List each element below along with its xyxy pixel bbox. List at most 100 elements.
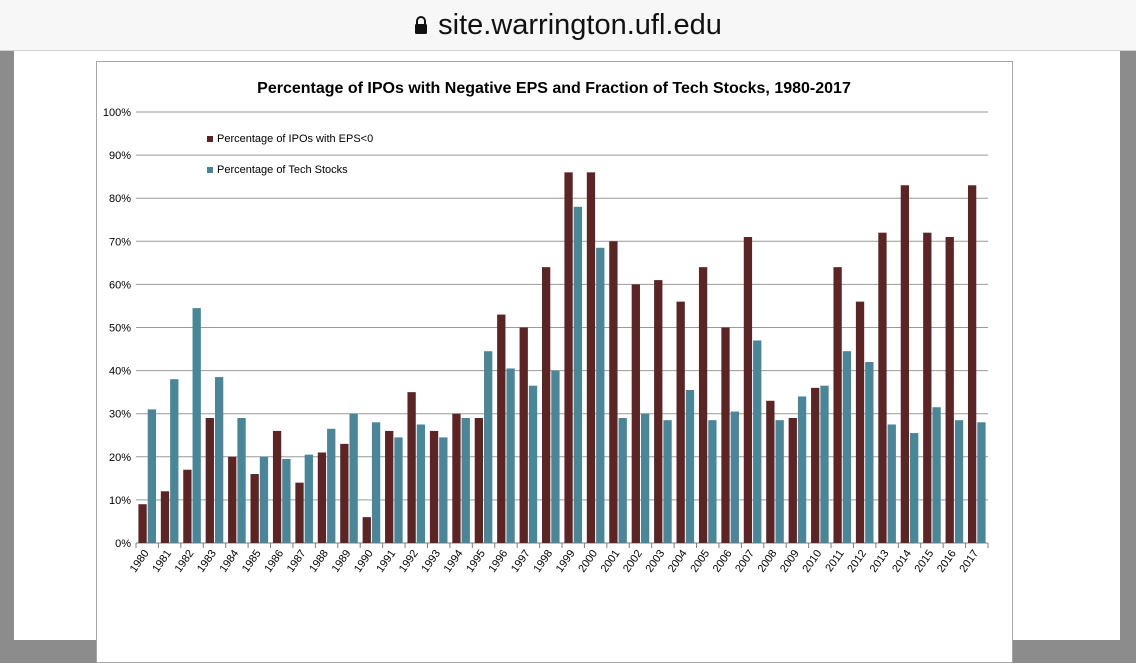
x-tick-label: 2001	[599, 548, 623, 575]
bar-eps-negative	[967, 185, 977, 543]
bar-eps-negative	[497, 314, 506, 543]
x-tick-label: 2011	[823, 548, 846, 574]
x-tick-label: 2008	[756, 548, 780, 575]
x-tick-label: 1983	[195, 548, 219, 575]
chart-frame: Percentage of IPOs with Negative EPS and…	[96, 61, 1013, 663]
bar-eps-negative	[586, 172, 596, 543]
x-tick-label: 1995	[464, 548, 488, 575]
bar-tech-stocks	[596, 247, 605, 543]
bar-tech-stocks	[730, 411, 739, 543]
bar-eps-negative	[788, 418, 797, 543]
bar-tech-stocks	[214, 377, 224, 543]
y-tick-label: 10%	[109, 495, 131, 507]
bar-eps-negative	[541, 267, 551, 543]
y-tick-label: 60%	[109, 279, 131, 291]
bar-eps-negative	[183, 469, 192, 543]
x-tick-label: 2010	[800, 548, 824, 575]
bar-eps-negative	[317, 452, 327, 543]
bar-tech-stocks	[528, 385, 538, 543]
x-tick-label: 1981	[150, 548, 174, 575]
bar-eps-negative	[205, 418, 214, 543]
chart-title: Percentage of IPOs with Negative EPS and…	[257, 80, 851, 97]
bar-eps-negative	[721, 327, 730, 543]
x-tick-label: 1984	[217, 548, 241, 575]
x-tick-label: 1992	[397, 548, 421, 575]
x-tick-label: 1988	[307, 548, 331, 575]
url-text[interactable]: site.warrington.ufl.edu	[438, 8, 722, 41]
bar-eps-negative	[362, 517, 371, 543]
x-tick-label: 2013	[868, 548, 892, 575]
bar-eps-negative	[676, 301, 685, 543]
bar-tech-stocks	[887, 424, 896, 543]
x-tick-label: 2000	[576, 548, 600, 575]
bar-eps-negative	[385, 430, 394, 543]
bar-tech-stocks	[259, 456, 269, 543]
legend-swatch	[207, 136, 213, 142]
address-bar[interactable]: site.warrington.ufl.edu	[0, 0, 1136, 51]
x-tick-label: 2016	[935, 548, 959, 575]
x-tick-label: 2007	[733, 548, 757, 575]
x-tick-label: 1986	[262, 548, 286, 575]
bar-tech-stocks	[797, 396, 807, 543]
bar-eps-negative	[855, 301, 865, 543]
bar-tech-stocks	[865, 361, 874, 543]
bar-eps-negative	[631, 284, 640, 543]
x-tick-label: 1987	[285, 548, 309, 575]
bar-tech-stocks	[954, 420, 964, 543]
bar-tech-stocks	[820, 385, 829, 543]
bar-tech-stocks	[349, 413, 358, 543]
y-tick-label: 0%	[115, 538, 131, 550]
bar-tech-stocks	[640, 413, 650, 543]
x-tick-label: 2017	[957, 548, 981, 575]
x-tick-label: 1996	[487, 548, 511, 575]
y-tick-labels: 0% 10% 20% 30% 40% 50% 60% 70% 80% 90% 100%	[103, 107, 131, 550]
bar-eps-negative	[766, 400, 775, 543]
legend: Percentage of IPOs with EPS<0 Percentage …	[207, 133, 373, 176]
bar-tech-stocks	[327, 428, 336, 543]
x-tick-label: 1980	[128, 548, 152, 575]
x-tick-label: 2012	[845, 548, 869, 575]
bar-tech-stocks	[775, 420, 784, 543]
bar-tech-stocks	[842, 351, 852, 543]
legend-swatch	[207, 167, 213, 173]
x-tick-label: 2005	[688, 548, 712, 575]
bar-tech-stocks	[282, 458, 291, 543]
x-tick-label: 1991	[374, 548, 398, 575]
y-tick-label: 30%	[109, 409, 131, 421]
bar-eps-negative	[340, 443, 349, 543]
bar-eps-negative	[609, 241, 618, 544]
bar-eps-negative	[407, 392, 416, 543]
x-tick-label: 2002	[621, 548, 645, 575]
bar-tech-stocks	[147, 409, 157, 543]
bar-tech-stocks	[170, 379, 179, 543]
x-tick-label: 1994	[442, 548, 466, 575]
bar-eps-negative	[138, 504, 147, 543]
bar-eps-negative	[900, 185, 910, 543]
bar-eps-negative	[923, 232, 932, 543]
x-tick-label: 2003	[643, 548, 667, 575]
bar-tech-stocks	[484, 351, 493, 543]
bar-tech-stocks	[506, 368, 515, 543]
legend-label: Percentage of IPOs with EPS<0	[217, 133, 373, 145]
bar-tech-stocks	[371, 422, 381, 543]
bar-tech-stocks	[910, 433, 919, 543]
x-tick-label: 1990	[352, 548, 376, 575]
x-tick-label: 2009	[778, 548, 802, 575]
bar-eps-negative	[272, 430, 282, 543]
bar-eps-negative	[519, 327, 528, 543]
address-wrap: site.warrington.ufl.edu	[414, 9, 722, 42]
x-tick-labels: 1980198119821983198419851986198719881989…	[128, 548, 981, 575]
bar-tech-stocks	[932, 407, 941, 543]
bar-eps-negative	[878, 232, 887, 543]
y-tick-label: 70%	[109, 236, 131, 248]
bar-tech-stocks	[416, 424, 426, 543]
bar-eps-negative	[452, 413, 461, 543]
bar-eps-negative	[811, 387, 820, 543]
bar-eps-negative	[698, 267, 708, 543]
bar-tech-stocks	[394, 437, 403, 543]
x-tick-label: 1998	[531, 548, 555, 575]
x-tick-label: 1993	[419, 548, 443, 575]
x-tick-label: 1982	[173, 548, 197, 575]
bars	[138, 172, 986, 544]
x-tick-label: 2014	[890, 548, 914, 575]
